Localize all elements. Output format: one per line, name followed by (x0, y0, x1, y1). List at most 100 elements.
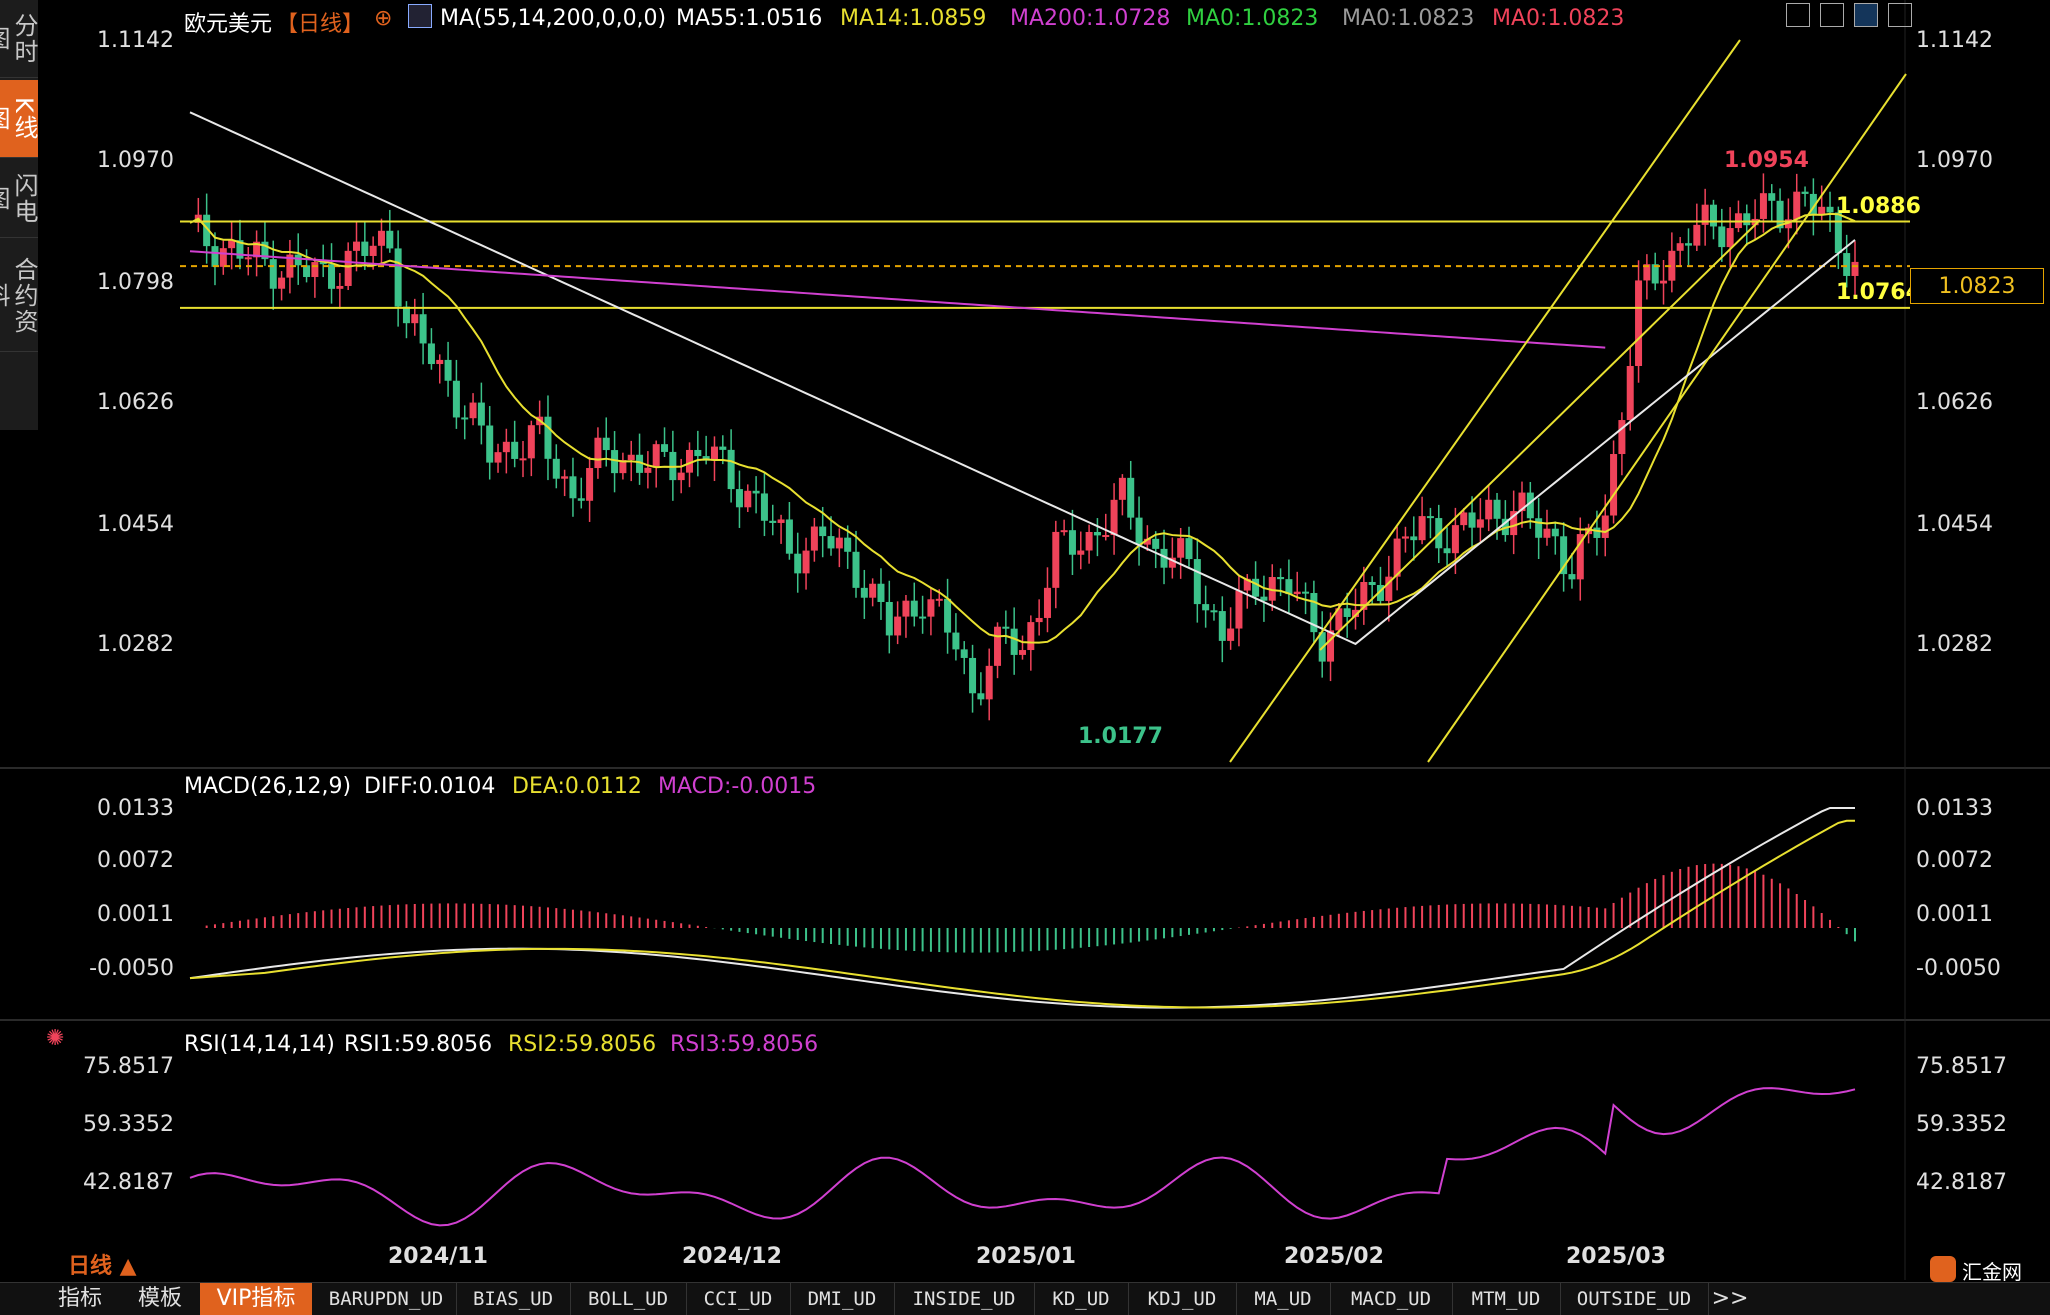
tab-kdj[interactable]: KDJ_UD (1128, 1283, 1237, 1315)
candle-body (1709, 204, 1717, 227)
candlestick-series (194, 173, 1859, 721)
grid-layout-icon[interactable] (1786, 3, 1810, 27)
candle-body (894, 616, 902, 636)
tab-flash[interactable]: 闪电图 (0, 160, 38, 238)
candle-body (1277, 577, 1285, 580)
candle-body (1102, 535, 1110, 538)
candle-body (1368, 581, 1376, 586)
candle-body (960, 649, 968, 658)
candle-body (994, 626, 1002, 666)
candle-body (577, 498, 585, 501)
candle-body (1809, 193, 1817, 215)
macd-dea: DEA:0.0112 (512, 774, 642, 799)
candle-body (411, 314, 419, 324)
candle-body (1676, 243, 1684, 251)
candle-body (1560, 536, 1568, 575)
ma55-value: MA55:1.0516 (676, 6, 823, 31)
candle-body (278, 277, 286, 289)
candle-body (1776, 200, 1784, 229)
candle-body (1801, 191, 1809, 194)
rsi-axis-right: 42.8187 (1916, 1170, 2007, 1195)
candle-body (652, 444, 660, 468)
crosshair-plus-icon[interactable]: ⊕ (374, 6, 393, 31)
candle-body (344, 250, 352, 286)
chart-settings-icon[interactable] (1854, 3, 1878, 27)
indicator-chart-icon[interactable] (408, 4, 432, 28)
candle-body (336, 285, 344, 289)
candle-body (544, 416, 552, 459)
price-axis-right: 1.0970 (1916, 148, 1993, 173)
tab-cci[interactable]: CCI_UD (686, 1283, 791, 1315)
candle-body (1726, 228, 1734, 248)
rsi-settings-icon[interactable]: ✺ (46, 1026, 65, 1051)
resistance-level-label: 1.0886 (1836, 194, 1921, 219)
candle-body (1352, 609, 1359, 617)
candle-body (1077, 550, 1085, 555)
candle-body (1168, 557, 1176, 568)
candle-body (594, 437, 602, 469)
tab-kd[interactable]: KD_UD (1034, 1283, 1129, 1315)
multi-window-icon[interactable] (1888, 3, 1912, 27)
price-axis-left: 1.0626 (97, 390, 174, 415)
price-axis-left: 1.0282 (97, 632, 174, 657)
candle-body (436, 359, 444, 365)
candle-body (1493, 499, 1501, 519)
tab-indicators[interactable]: 指标 (57, 1286, 102, 1311)
candle-body (1526, 492, 1534, 519)
candle-body (1093, 531, 1101, 536)
tab-macd[interactable]: MACD_UD (1330, 1283, 1453, 1315)
rsi2-value: RSI2:59.8056 (508, 1032, 657, 1057)
candle-body (1701, 204, 1709, 225)
candle-body (552, 458, 560, 479)
candle-body (1343, 608, 1351, 617)
tab-dmi[interactable]: DMI_UD (790, 1283, 895, 1315)
left-tab-bar: 分时图 K线图 闪电图 合约资料 (0, 0, 38, 430)
more-tabs-button[interactable]: >> (1711, 1286, 1749, 1311)
candle-body (1610, 454, 1618, 516)
candle-body (353, 241, 360, 251)
tab-ma[interactable]: MA_UD (1236, 1283, 1331, 1315)
candle-body (644, 467, 652, 473)
candle-body (527, 425, 535, 459)
candle-body (1310, 593, 1318, 633)
candle-body (1410, 536, 1418, 541)
tab-mtm[interactable]: MTM_UD (1452, 1283, 1561, 1315)
candle-body (885, 601, 893, 636)
candle-body (1643, 264, 1651, 281)
candle-body (1660, 280, 1668, 284)
candle-body (477, 402, 485, 426)
candle-body (1035, 617, 1043, 623)
macd-diff-line (189, 807, 1855, 1009)
candle-body (910, 600, 918, 617)
candle-body (1268, 577, 1276, 601)
candle-body (1127, 477, 1135, 518)
candle-body (1568, 574, 1576, 580)
candle-body (769, 520, 777, 523)
candle-body (719, 446, 727, 450)
tab-contract-info[interactable]: 合约资料 (0, 240, 38, 352)
columns-icon[interactable] (1820, 3, 1844, 27)
tab-boll[interactable]: BOLL_UD (570, 1283, 687, 1315)
tab-bias[interactable]: BIAS_UD (456, 1283, 571, 1315)
tab-kline[interactable]: K线图 (0, 80, 38, 158)
candle-body (1260, 596, 1268, 601)
tab-outside[interactable]: OUTSIDE_UD (1560, 1283, 1709, 1315)
candle-body (1060, 530, 1068, 533)
tab-inside[interactable]: INSIDE_UD (894, 1283, 1035, 1315)
tab-templates[interactable]: 模板 (137, 1286, 182, 1311)
tab-barupdn[interactable]: BARUPDN_UD (316, 1283, 457, 1315)
candle-body (1635, 280, 1643, 366)
tab-vip-indicators[interactable]: VIP指标 (200, 1283, 312, 1315)
macd-axis-left: 0.0072 (97, 848, 174, 873)
candle-body (586, 468, 594, 501)
candle-body (1218, 611, 1226, 641)
candle-body (1460, 512, 1468, 526)
candle-body (1793, 191, 1801, 220)
candle-body (1485, 499, 1493, 520)
rsi-panel (189, 1087, 1856, 1227)
tab-timeshare[interactable]: 分时图 (0, 0, 38, 78)
candle-body (1834, 212, 1842, 254)
period-selector[interactable]: 日线 ▲ (68, 1254, 137, 1279)
rsi-title: RSI(14,14,14) (184, 1032, 335, 1057)
